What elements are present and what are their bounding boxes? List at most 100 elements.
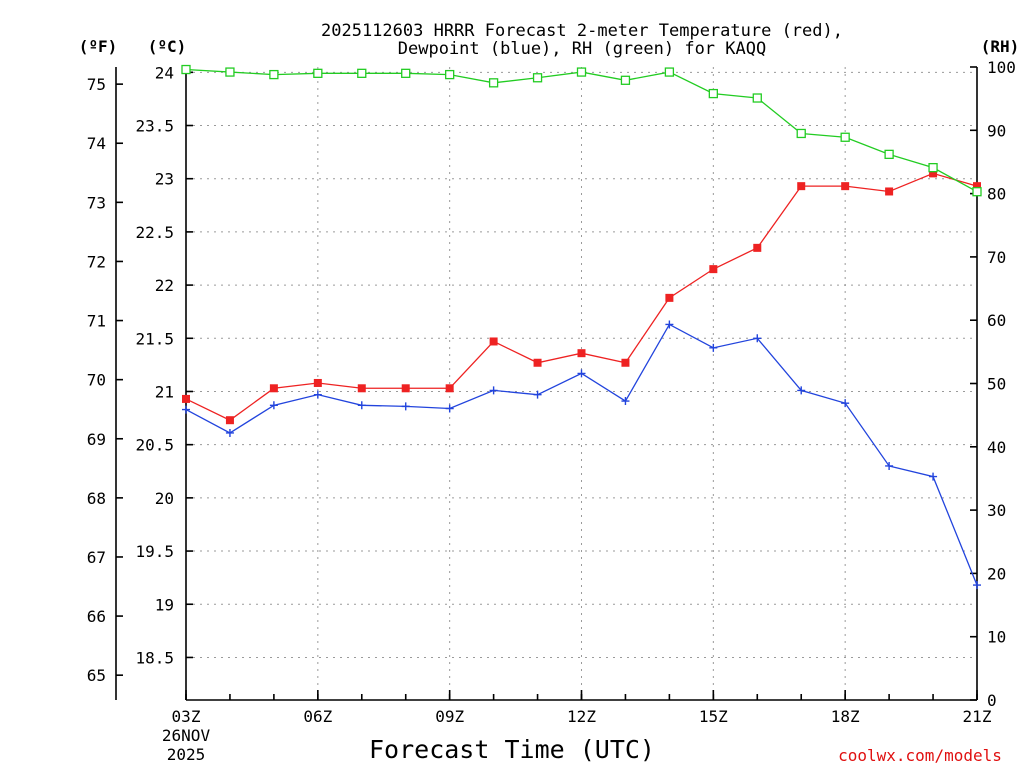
- dewpoint-point: [445, 404, 454, 413]
- dewpoint-point: [357, 401, 366, 410]
- temperature-point: [313, 378, 322, 387]
- rh-tick-label: 100: [987, 58, 1016, 77]
- rh-point: [225, 67, 235, 77]
- temperature-point: [797, 182, 806, 191]
- rh-point: [576, 67, 587, 77]
- celsius-tick-label: 18.5: [135, 648, 174, 667]
- rh-tick-label: 60: [987, 311, 1006, 330]
- rh-point: [313, 68, 323, 78]
- x-year-label: 2025: [167, 745, 206, 764]
- temperature-point: [182, 394, 190, 403]
- temperature-point: [621, 358, 630, 367]
- chart-title-line2: Dewpoint (blue), RH (green) for KAQQ: [398, 39, 766, 59]
- series-layer: [181, 64, 982, 590]
- rh-tick-label: 20: [987, 564, 1006, 583]
- x-tick-label: 06Z: [303, 707, 332, 726]
- x-date-label: 26NOV: [162, 726, 211, 745]
- celsius-tick-label: 21.5: [135, 329, 174, 348]
- dewpoint-point: [269, 401, 278, 410]
- rh-point: [620, 75, 631, 85]
- rh-tick-label: 50: [987, 375, 1006, 394]
- dewpoint-point: [313, 390, 322, 399]
- celsius-unit-label: (ºC): [148, 37, 187, 56]
- x-tick-label: 09Z: [435, 707, 464, 726]
- dewpoint-point: [841, 399, 850, 408]
- rh-tick-label: 80: [987, 185, 1006, 204]
- dewpoint-point: [182, 405, 190, 414]
- temperature-point: [357, 384, 366, 393]
- dewpoint-point: [489, 386, 498, 395]
- temperature-point: [533, 358, 542, 367]
- dewpoint-point: [797, 386, 806, 395]
- fahrenheit-tick-label: 72: [87, 252, 106, 271]
- temperature-point: [753, 243, 762, 252]
- rh-point: [664, 67, 675, 77]
- rh-tick-label: 30: [987, 501, 1006, 520]
- celsius-tick-label: 22: [155, 276, 174, 295]
- dewpoint-point: [753, 334, 762, 343]
- rh-tick-label: 70: [987, 248, 1006, 267]
- fahrenheit-tick-label: 69: [87, 430, 106, 449]
- fahrenheit-tick-label: 74: [87, 134, 106, 153]
- temperature-point: [401, 384, 410, 393]
- dewpoint-point: [577, 369, 586, 378]
- rh-point: [972, 187, 982, 197]
- dewpoint-point: [973, 581, 981, 590]
- rh-point: [796, 128, 806, 139]
- celsius-tick-label: 23.5: [135, 117, 174, 136]
- temperature-point: [445, 384, 454, 393]
- fahrenheit-tick-label: 68: [87, 489, 106, 508]
- fahrenheit-unit-label: (ºF): [79, 37, 118, 56]
- rh-point: [401, 68, 411, 78]
- axes: 18.5 19 19.5 20 20.5 21 21.5 22 22.5 23 23.5 24 65 66…: [87, 58, 1016, 764]
- dewpoint-point: [225, 428, 234, 437]
- temperature-point: [489, 337, 498, 346]
- fahrenheit-tick-label: 70: [87, 371, 106, 390]
- celsius-tick-label: 24: [155, 63, 174, 82]
- temperature-point: [269, 384, 278, 393]
- rh-point: [928, 162, 938, 173]
- x-tick-label: 21Z: [963, 707, 992, 726]
- gridlines: [186, 67, 977, 700]
- celsius-tick-label: 19: [155, 595, 174, 614]
- x-axis-label: Forecast Time (UTC): [369, 735, 655, 764]
- temperature-point: [577, 349, 586, 358]
- dewpoint-point: [533, 390, 542, 399]
- dewpoint-point: [709, 343, 718, 352]
- temperature-point: [665, 293, 674, 302]
- rh-point: [752, 93, 762, 103]
- temperature-point: [225, 416, 234, 425]
- dewpoint-point: [621, 397, 630, 406]
- x-tick-label: 03Z: [172, 707, 201, 726]
- celsius-tick-label: 23: [155, 170, 174, 189]
- celsius-tick-label: 22.5: [135, 223, 174, 242]
- rh-tick-label: 10: [987, 628, 1006, 647]
- x-tick-label: 15Z: [699, 707, 728, 726]
- dewpoint-point: [885, 461, 894, 470]
- fahrenheit-tick-label: 66: [87, 607, 106, 626]
- chart-title-line1: 2025112603 HRRR Forecast 2-meter Tempera…: [321, 21, 843, 41]
- temperature-point: [929, 169, 938, 178]
- rh-point: [269, 69, 279, 80]
- rh-point: [532, 73, 543, 83]
- rh-point: [488, 78, 499, 88]
- rh-unit-label: (RH): [981, 37, 1020, 56]
- fahrenheit-tick-label: 71: [87, 312, 106, 331]
- dewpoint-series-line: [185, 323, 978, 586]
- temperature-point: [973, 182, 981, 191]
- rh-point: [357, 68, 367, 78]
- rh-tick-label: 40: [987, 438, 1006, 457]
- celsius-tick-label: 21: [155, 382, 174, 401]
- dewpoint-point: [401, 402, 410, 411]
- rh-point: [445, 69, 455, 80]
- temperature-point: [709, 265, 718, 274]
- x-tick-label: 12Z: [567, 707, 596, 726]
- rh-point: [884, 149, 894, 160]
- temperature-point: [841, 182, 850, 191]
- celsius-tick-label: 20: [155, 489, 174, 508]
- fahrenheit-tick-label: 75: [87, 75, 106, 94]
- fahrenheit-tick-label: 73: [87, 193, 106, 212]
- temperature-point: [885, 187, 894, 196]
- rh-point: [181, 64, 191, 75]
